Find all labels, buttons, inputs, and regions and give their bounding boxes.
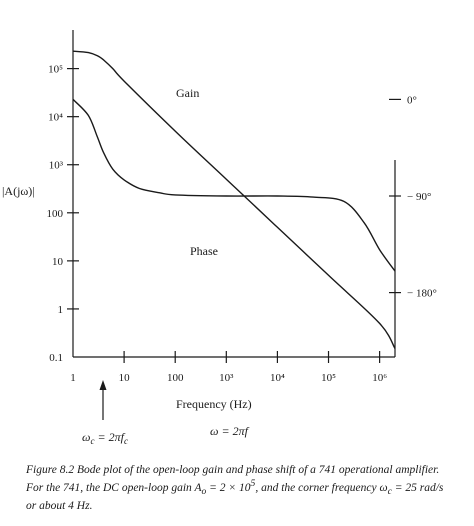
- x-tick-label: 10⁴: [270, 372, 285, 384]
- gain-curve-label: Gain: [176, 86, 199, 100]
- y-axis-title: |A(jω)|: [2, 184, 35, 198]
- y2-tick-label: − 180°: [407, 288, 437, 300]
- phase-curve-label: Phase: [190, 244, 218, 258]
- y-tick-label: 10⁴: [48, 112, 63, 124]
- corner-frequency-label: ωc = 2πfc: [82, 430, 128, 446]
- corner-annotation: ωc = 2πfc: [82, 380, 128, 446]
- corner-arrow-head: [99, 380, 107, 390]
- y-tick-label: 10⁵: [48, 64, 63, 76]
- y-tick-label: 10: [52, 256, 64, 268]
- gain-curve: [72, 50, 396, 349]
- curves: [72, 50, 396, 349]
- y-tick-label: 1: [58, 304, 64, 316]
- x-axis-title: Frequency (Hz): [176, 397, 252, 411]
- x-tick-label: 1: [70, 372, 76, 384]
- y2-tick-label: 0°: [407, 94, 417, 106]
- phase-curve: [72, 98, 396, 272]
- figure-caption: Figure 8.2 Bode plot of the open-loop ga…: [26, 464, 444, 513]
- y-tick-label: 100: [47, 208, 64, 220]
- y-tick-label: 0.1: [49, 352, 63, 364]
- x-tick-label: 100: [167, 372, 184, 384]
- x-tick-label: 10: [119, 372, 131, 384]
- axes: 0.1 1 10 100 10³ 10⁴ 10⁵ 1 10 100 10³ 10⁴ 10⁵ 10⁶ 0° − …: [47, 30, 437, 384]
- bode-plot: 0.1 1 10 100 10³ 10⁴ 10⁵ 1 10 100 10³ 10⁴ 10⁵ 10⁶ 0° − …: [2, 30, 437, 446]
- x-tick-label: 10⁵: [321, 372, 336, 384]
- y-tick-label: 10³: [49, 160, 64, 172]
- x-tick-label: 10⁶: [372, 372, 387, 384]
- labels: Gain Phase Frequency (Hz) |A(jω)| ωc = 2…: [2, 86, 252, 446]
- x-tick-label: 10³: [219, 372, 234, 384]
- omega-relation-label: ω = 2πf: [210, 424, 250, 438]
- y2-tick-label: − 90°: [407, 191, 431, 203]
